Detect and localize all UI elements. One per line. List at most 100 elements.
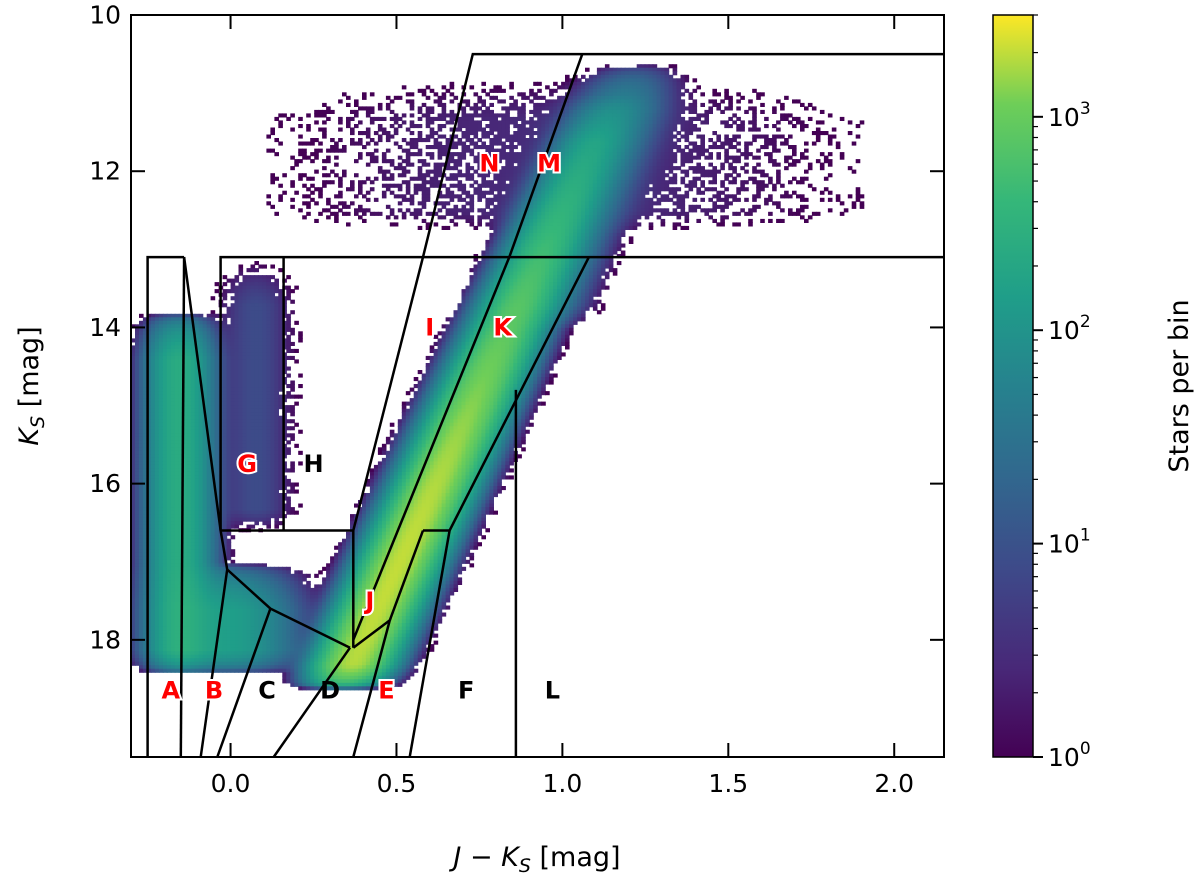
- heatmap-cell: [254, 478, 259, 483]
- heatmap-cell: [214, 352, 220, 357]
- heatmap-cell: [246, 493, 252, 498]
- heatmap-cell: [238, 665, 244, 670]
- heatmap-cell: [274, 464, 279, 469]
- heatmap-cell: [246, 563, 252, 568]
- heatmap-cell: [266, 602, 271, 607]
- heatmap-cell: [190, 433, 196, 438]
- heatmap-cell: [330, 559, 335, 564]
- heatmap-cell: [142, 584, 148, 589]
- heatmap-cell: [190, 580, 196, 585]
- heatmap-cell: [270, 623, 275, 628]
- heatmap-cell: [262, 412, 267, 417]
- heatmap-cell: [358, 106, 363, 111]
- heatmap-cell: [242, 640, 248, 645]
- heatmap-cell: [162, 605, 168, 610]
- heatmap-cell: [186, 433, 192, 438]
- heatmap-cell: [198, 478, 204, 483]
- heatmap-cell: [246, 355, 252, 360]
- heatmap-cell: [254, 633, 259, 638]
- heatmap-cell: [294, 658, 299, 663]
- heatmap-cell: [290, 387, 295, 392]
- heatmap-cell: [314, 138, 319, 143]
- heatmap-cell: [238, 310, 244, 315]
- heatmap-cell: [131, 507, 136, 512]
- heatmap-cell: [146, 602, 152, 607]
- heatmap-cell: [258, 475, 263, 480]
- heatmap-cell: [170, 507, 176, 512]
- heatmap-cell: [346, 658, 351, 663]
- heatmap-cell: [334, 155, 339, 160]
- heatmap-cell: [246, 366, 252, 371]
- heatmap-cell: [234, 429, 240, 434]
- heatmap-cell: [246, 419, 252, 424]
- heatmap-cell: [166, 324, 172, 329]
- heatmap-cell: [346, 187, 351, 192]
- heatmap-cell: [131, 468, 136, 473]
- heatmap-cell: [266, 661, 271, 666]
- heatmap-cell: [294, 679, 299, 684]
- heatmap-cell: [338, 619, 343, 624]
- heatmap-cell: [222, 524, 228, 529]
- heatmap-cell: [314, 644, 319, 649]
- heatmap-cell: [246, 612, 252, 617]
- heatmap-cell: [182, 545, 188, 550]
- heatmap-cell: [206, 352, 212, 357]
- heatmap-cell: [210, 616, 216, 621]
- heatmap-cell: [142, 468, 148, 473]
- heatmap-cell: [150, 640, 156, 645]
- heatmap-cell: [234, 348, 240, 353]
- heatmap-cell: [254, 292, 259, 297]
- heatmap-cell: [338, 626, 343, 631]
- heatmap-cell: [142, 580, 148, 585]
- heatmap-cell: [230, 521, 236, 526]
- heatmap-cell: [154, 391, 160, 396]
- heatmap-cell: [334, 173, 339, 178]
- heatmap-cell: [318, 661, 323, 666]
- heatmap-cell: [150, 313, 156, 318]
- heatmap-cell: [274, 524, 279, 529]
- heatmap-cell: [258, 626, 263, 631]
- heatmap-cell: [174, 415, 180, 420]
- heatmap-cell: [146, 405, 152, 410]
- heatmap-cell: [162, 457, 168, 462]
- heatmap-cell: [282, 591, 287, 596]
- heatmap-cell: [150, 514, 156, 519]
- heatmap-cell: [258, 327, 263, 332]
- heatmap-cell: [206, 345, 212, 350]
- heatmap-cell: [150, 387, 156, 392]
- heatmap-cell: [250, 486, 256, 491]
- heatmap-cell: [254, 306, 259, 311]
- heatmap-cell: [154, 341, 160, 346]
- heatmap-cell: [314, 602, 319, 607]
- heatmap-cell: [135, 658, 140, 663]
- heatmap-cell: [218, 644, 224, 649]
- heatmap-cell: [258, 591, 263, 596]
- heatmap-cell: [298, 394, 303, 399]
- heatmap-cell: [330, 145, 335, 150]
- heatmap-cell: [282, 679, 287, 684]
- heatmap-cell: [262, 471, 267, 476]
- heatmap-cell: [182, 338, 188, 343]
- heatmap-cell: [142, 524, 148, 529]
- heatmap-cell: [342, 204, 347, 209]
- heatmap-cell: [158, 433, 164, 438]
- heatmap-cell: [214, 412, 220, 417]
- heatmap-cell: [246, 651, 252, 656]
- heatmap-cell: [194, 493, 200, 498]
- heatmap-cell: [146, 605, 152, 610]
- heatmap-cell: [226, 545, 232, 550]
- heatmap-cell: [250, 454, 256, 459]
- heatmap-cell: [214, 370, 220, 375]
- heatmap-cell: [246, 658, 252, 663]
- heatmap-cell: [166, 377, 172, 382]
- heatmap-cell: [135, 661, 140, 666]
- heatmap-cell: [222, 640, 228, 645]
- heatmap-cell: [162, 619, 168, 624]
- heatmap-cell: [334, 647, 339, 652]
- heatmap-cell: [274, 338, 279, 343]
- heatmap-cell: [206, 363, 212, 368]
- heatmap-cell: [162, 654, 168, 659]
- heatmap-cell: [131, 654, 136, 659]
- heatmap-cell: [198, 331, 204, 336]
- heatmap-cell: [210, 377, 216, 382]
